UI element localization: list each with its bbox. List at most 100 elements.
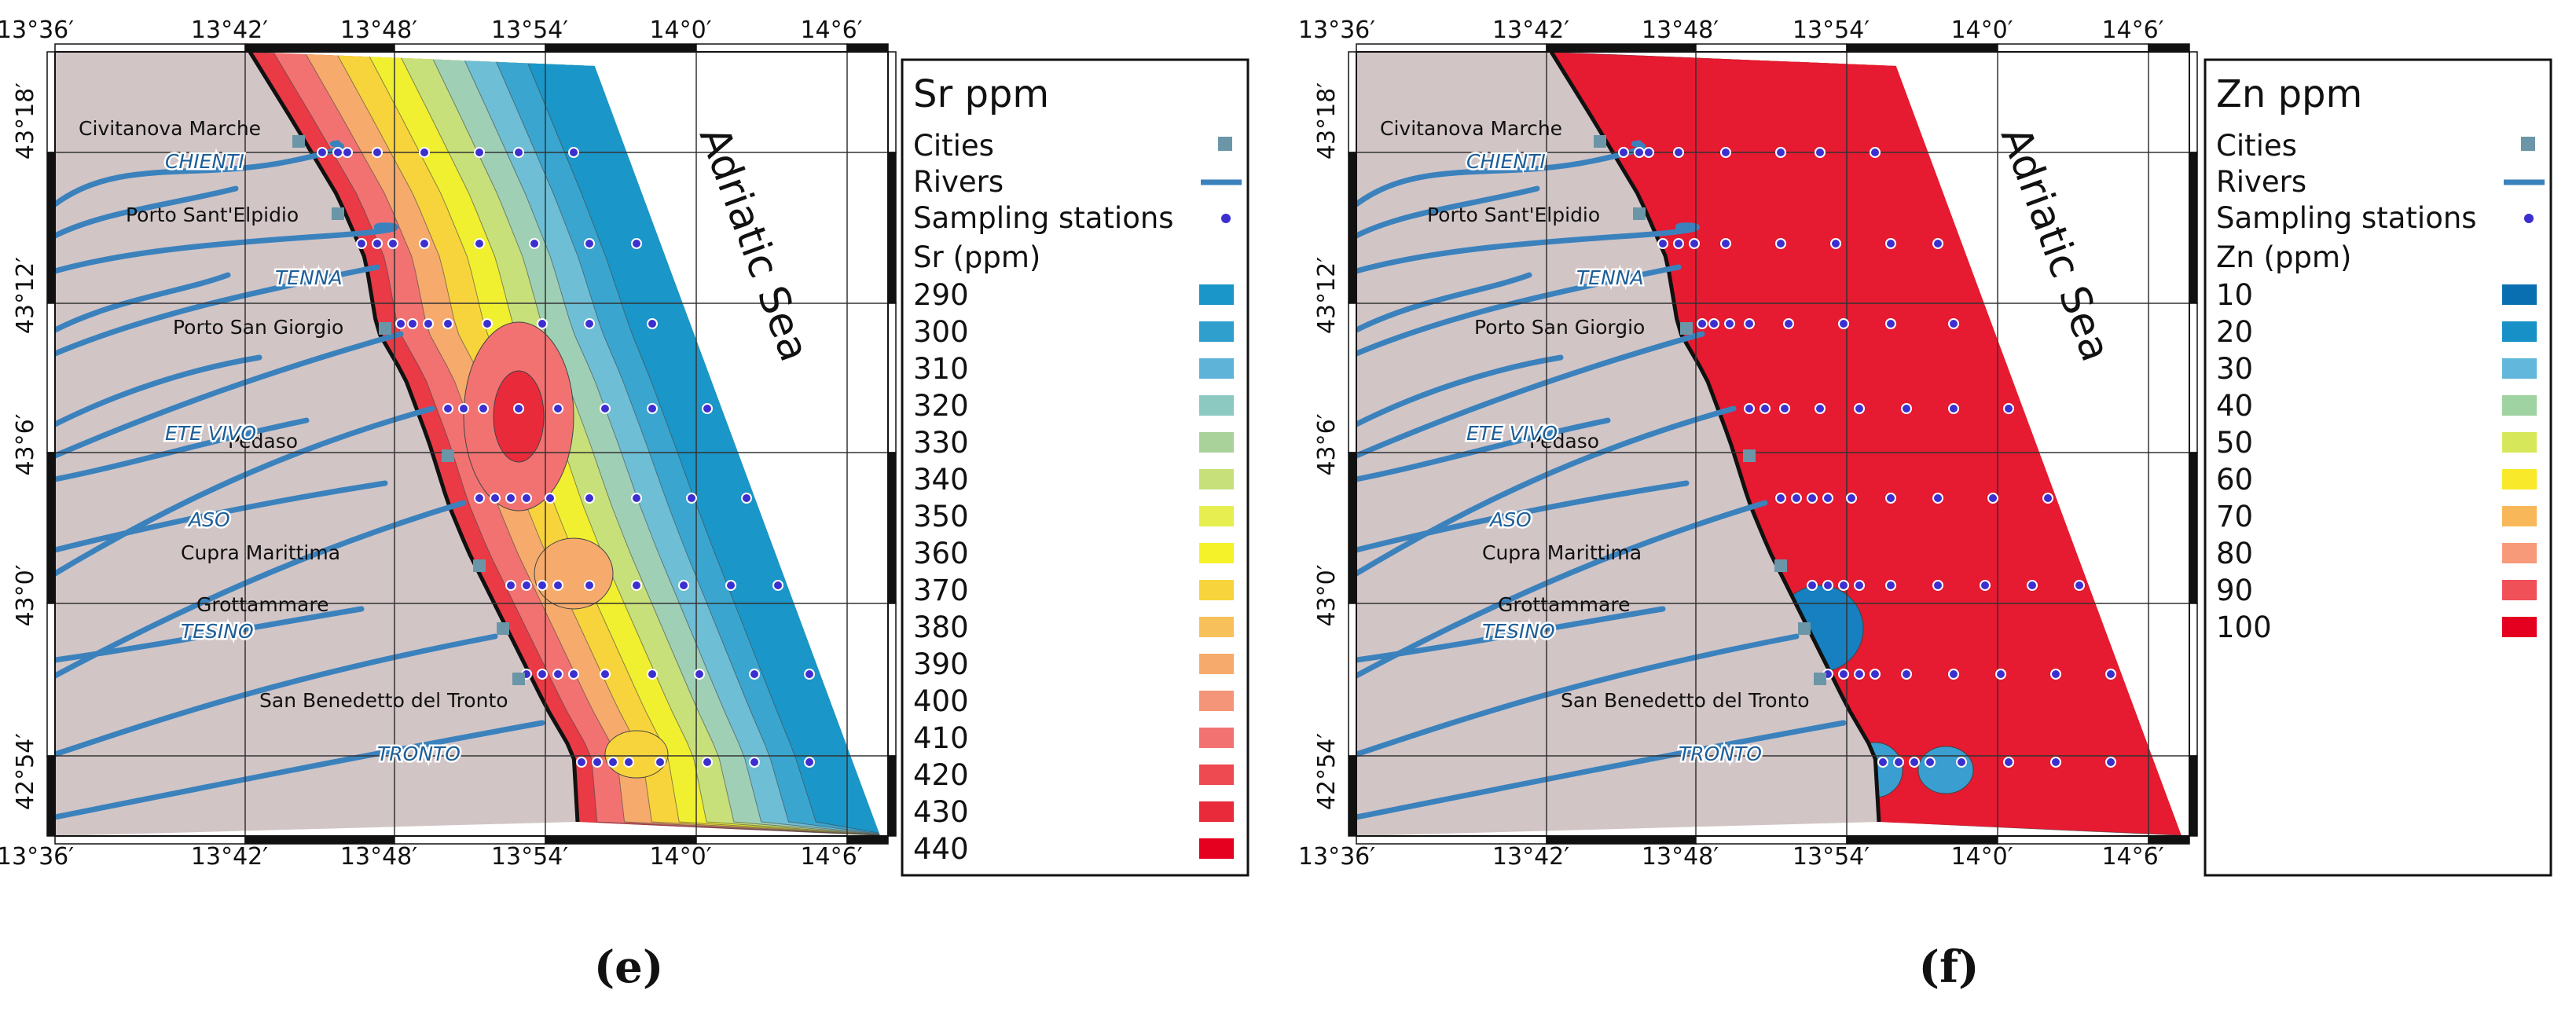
river-label: ASO [187,508,230,531]
frame-segment [2189,452,2198,604]
frame-segment [1348,603,1357,757]
sampling-station [474,493,485,504]
sampling-station [600,403,611,414]
legend-scale-value: 300 [913,315,969,349]
sampling-station [2074,580,2085,591]
frame-segment [2189,302,2198,453]
frame-segment [46,452,56,604]
city-marker [1633,207,1646,220]
sampling-station [474,147,485,158]
frame-segment [46,302,56,453]
lat-tick: 43°18′ [12,82,39,160]
legend-swatch [2502,617,2537,637]
city-marker [473,559,486,572]
sampling-station [1870,147,1881,158]
sampling-station [423,318,434,329]
sampling-station [317,147,328,158]
sampling-station [694,669,705,680]
legend-swatch [2502,432,2537,453]
frame-segment [887,51,897,153]
city-marker [1594,135,1606,148]
legend-swatch [1199,617,1234,637]
city-label: Cupra Marittima [181,541,340,564]
river-line [1356,405,1737,577]
hotspot-core [493,370,545,463]
legend-swatch [2502,284,2537,305]
legend-scale-value: 380 [913,610,969,644]
lowspot [1917,746,1974,794]
sampling-station [1775,493,1786,504]
sampling-station [1901,669,1912,680]
sampling-station [1995,669,2006,680]
frame-segment [46,755,56,837]
city-marker [332,207,344,220]
sampling-station [749,757,760,768]
legend-swatch [2502,395,2537,416]
frame-segment [1348,152,1357,304]
sampling-station [1948,403,1959,414]
river-line [55,272,231,333]
sampling-station [1673,238,1684,249]
legend-swatch [2502,580,2537,600]
sampling-station [584,493,595,504]
lat-tick: 43°12′ [1313,257,1341,334]
sampling-station [725,580,736,591]
sampling-station [647,403,658,414]
sampling-station [458,403,469,414]
legend-rivers-label: Rivers [2216,165,2306,199]
city-label: Grottammare [1498,593,1630,616]
frame-segment [1997,43,2149,53]
sampling-station [1634,147,1645,158]
river-label: CHIENTI [165,150,244,173]
lat-tick: 43°18′ [1313,82,1341,160]
city-marker [512,673,525,685]
sampling-station [2105,757,2116,768]
sampling-station [1673,147,1684,158]
legend-scale-value: 70 [2216,500,2253,534]
sampling-station [1830,238,1841,249]
city-marker [442,449,454,462]
sampling-station [584,318,595,329]
lon-tick-bottom: 14°0′ [1950,843,2013,871]
lon-tick-top: 13°48′ [1642,16,1719,44]
sampling-station [1815,403,1826,414]
sampling-station [545,493,556,504]
sampling-station [1779,403,1790,414]
sampling-station [772,580,783,591]
sampling-station [1760,403,1771,414]
sampling-station [1807,580,1818,591]
sampling-station [678,580,689,591]
coastline [1549,50,1881,823]
sampling-station [584,238,595,249]
sampling-station [568,147,579,158]
sampling-station [647,669,658,680]
frame-segment [1846,43,1998,53]
lon-tick-top: 14°0′ [649,16,711,44]
sampling-station [2050,757,2061,768]
sampling-station [356,238,367,249]
river-label: TRONTO [377,742,461,765]
legend-swatch [1199,764,1234,785]
frame-segment [1348,452,1357,604]
sampling-station [1744,403,1755,414]
legend-city-icon [2521,137,2535,151]
sampling-stations [317,147,815,768]
sampling-station [1885,238,1896,249]
sampling-station [505,493,516,504]
lon-tick-top: 13°42′ [1492,16,1569,44]
city-marker [1774,559,1787,572]
lon-tick-top: 13°54′ [1793,16,1870,44]
legend-swatch [2502,469,2537,490]
frame-segment [1348,302,1357,453]
river-line [1356,264,1682,357]
river-line [55,417,310,482]
legend-frame [901,58,1249,877]
concentration-field [250,52,880,836]
frame-segment [1356,43,1547,53]
lon-tick-bottom: 14°0′ [649,843,711,871]
lon-tick-top: 14°0′ [1950,16,2013,44]
legend-swatch [1199,284,1234,305]
sampling-station [372,147,383,158]
legend-swatch [1199,691,1234,711]
